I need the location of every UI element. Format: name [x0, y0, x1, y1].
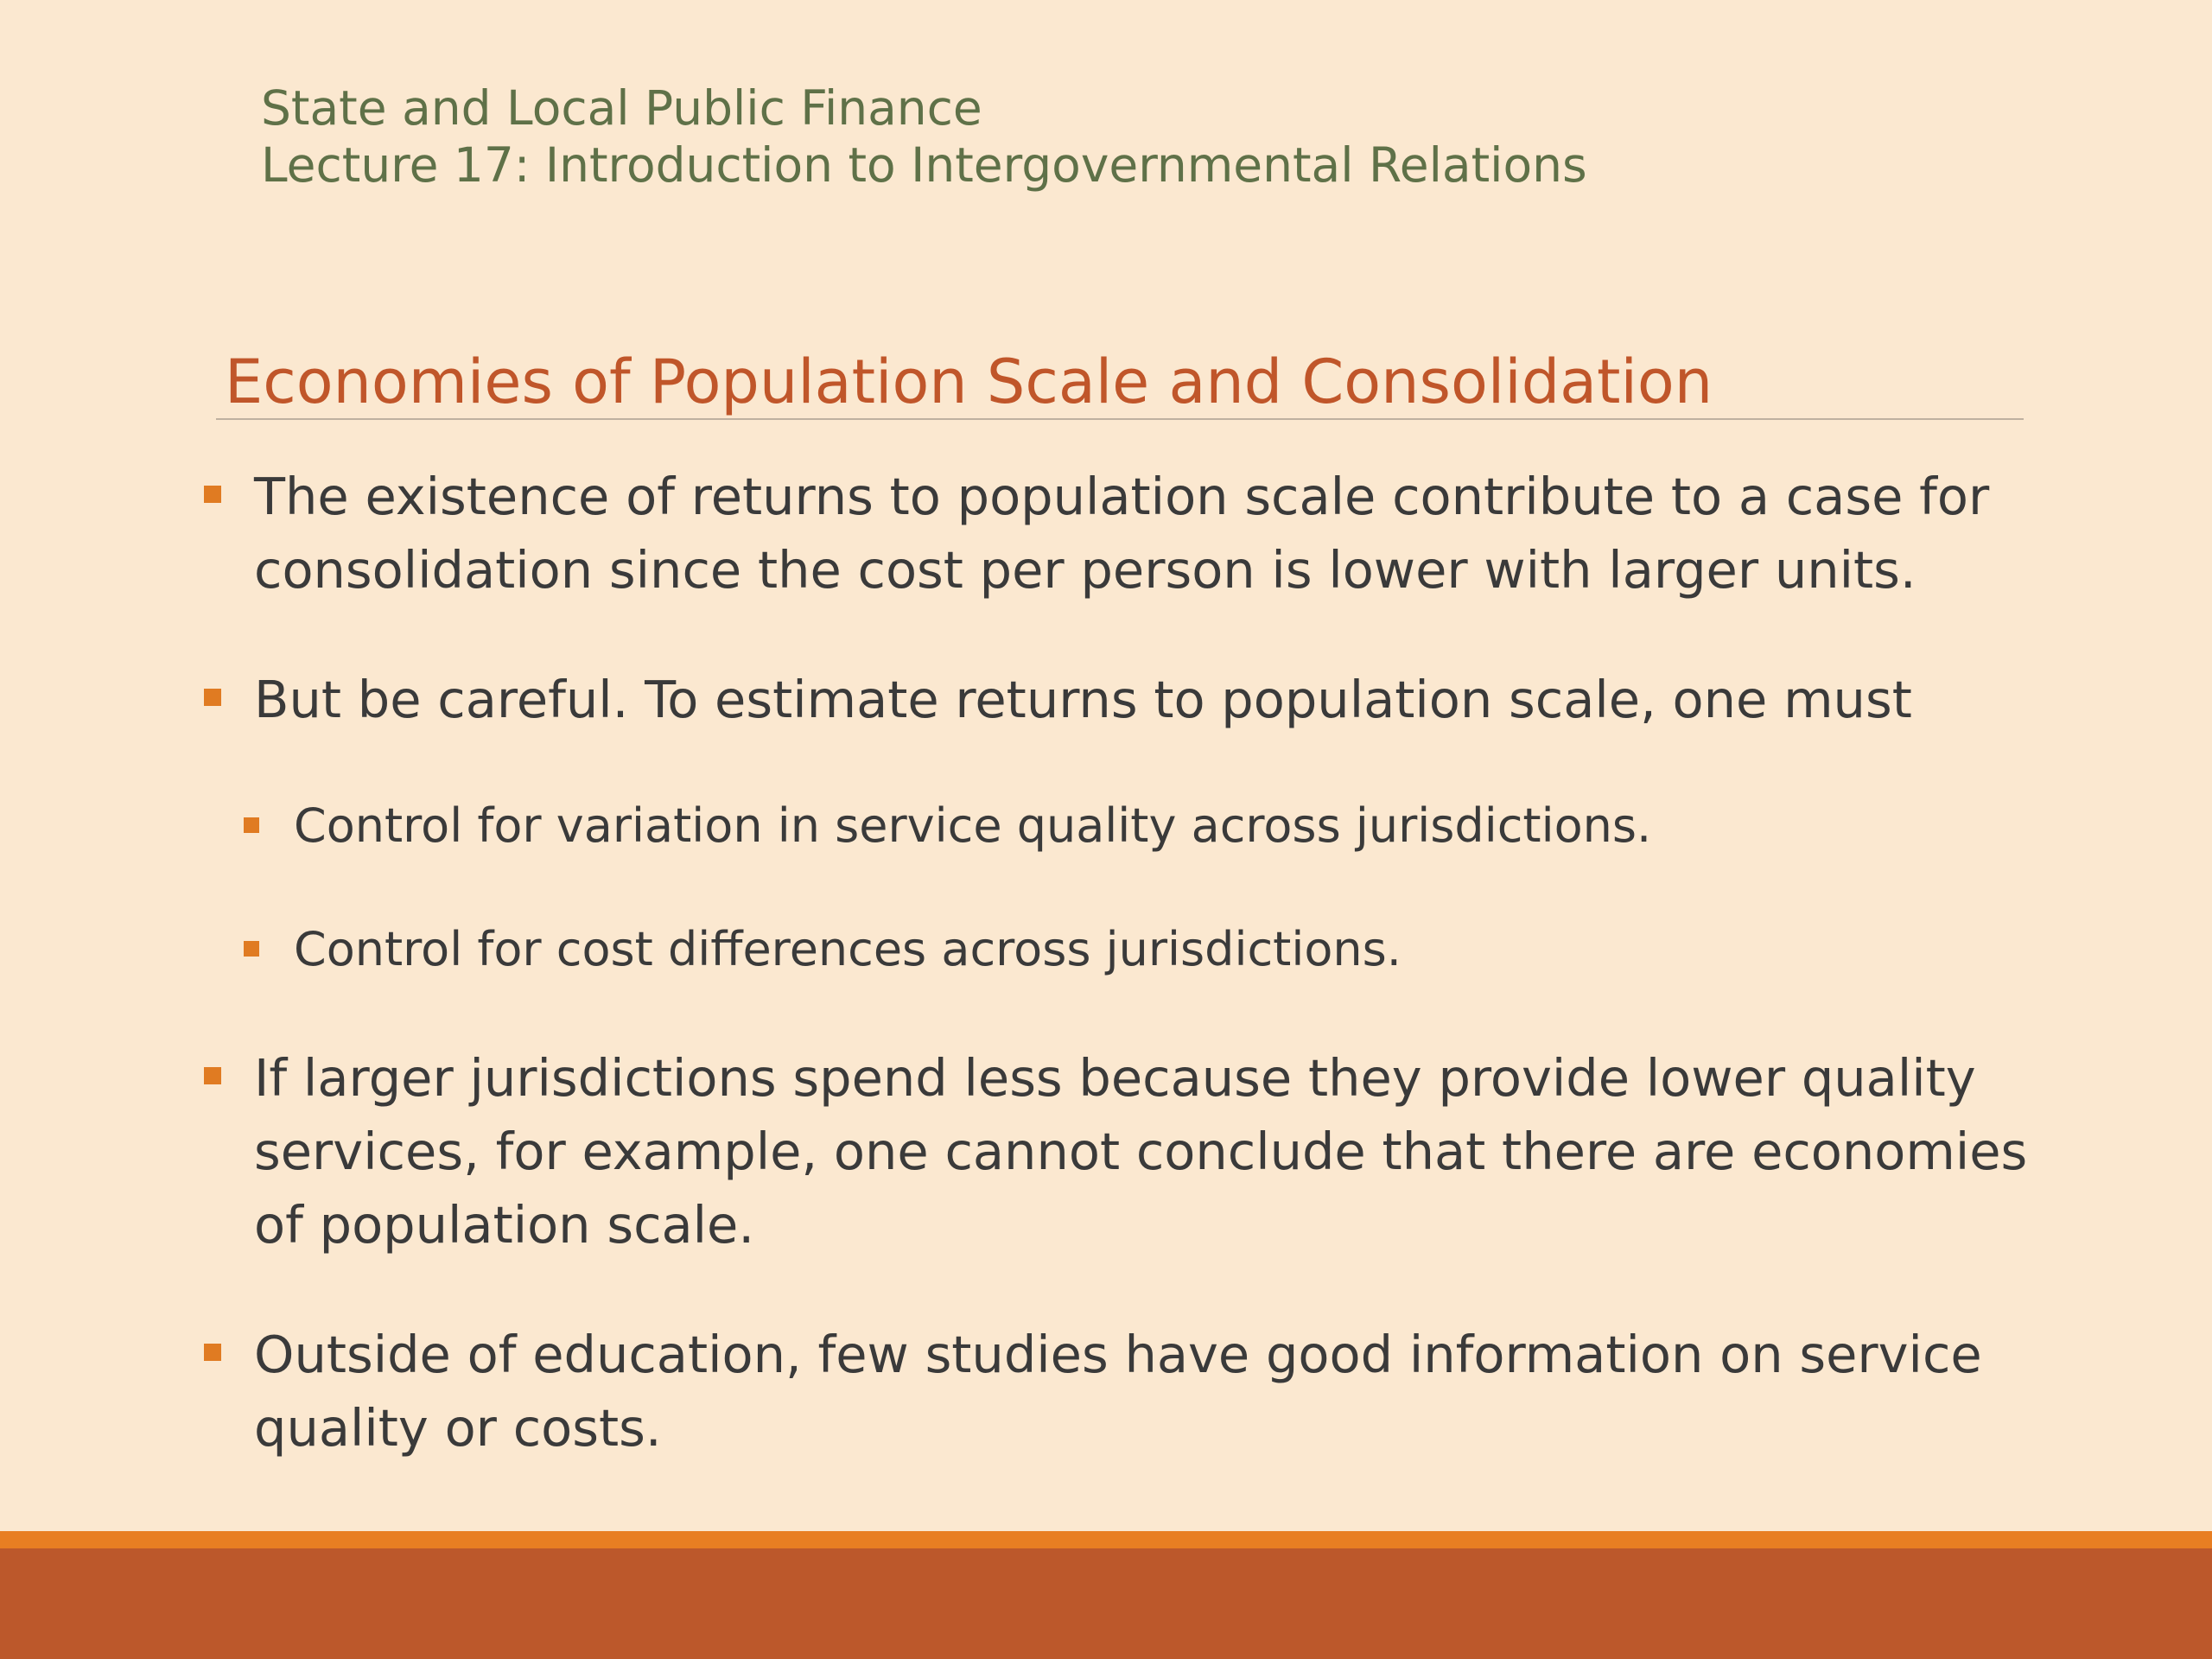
lecture-title: Lecture 17: Introduction to Intergovernm…	[261, 137, 1587, 193]
sub-bullet-item: Control for variation in service quality…	[244, 796, 1652, 856]
square-bullet-icon	[204, 486, 221, 503]
square-bullet-icon	[244, 817, 259, 833]
square-bullet-icon	[204, 689, 221, 706]
course-title: State and Local Public Finance	[261, 80, 982, 136]
course-header: State and Local Public Finance Lecture 1…	[261, 79, 1587, 194]
square-bullet-icon	[204, 1344, 221, 1361]
bullet-text: services, for example, one cannot conclu…	[254, 1122, 2028, 1181]
slide-title: Economies of Population Scale and Consol…	[225, 346, 1713, 417]
bullet-item: But be careful. To estimate returns to p…	[204, 663, 1912, 736]
bullet-text: If larger jurisdictions spend less becau…	[254, 1048, 1976, 1108]
bullet-list: The existence of returns to population s…	[204, 460, 2028, 1465]
bullet-item: The existence of returns to population s…	[204, 460, 1990, 607]
bullet-text: quality or costs.	[254, 1398, 662, 1458]
bullet-text: Control for cost differences across juri…	[294, 922, 1402, 976]
bullet-item: Outside of education, few studies have g…	[204, 1318, 1982, 1465]
square-bullet-icon	[244, 941, 259, 957]
bullet-text: Outside of education, few studies have g…	[254, 1325, 1982, 1384]
footer-stripe	[0, 1531, 2212, 1548]
sub-bullet-item: Control for cost differences across juri…	[244, 919, 1402, 980]
bullet-text: of population scale.	[254, 1195, 755, 1255]
footer-band	[0, 1548, 2212, 1659]
title-divider	[216, 418, 2024, 420]
square-bullet-icon	[204, 1067, 221, 1084]
bullet-text: The existence of returns to population s…	[254, 467, 1990, 526]
bullet-item: If larger jurisdictions spend less becau…	[204, 1041, 2028, 1262]
bullet-text: Control for variation in service quality…	[294, 798, 1652, 853]
bullet-text: But be careful. To estimate returns to p…	[254, 670, 1912, 729]
bullet-text: consolidation since the cost per person …	[254, 540, 1916, 600]
